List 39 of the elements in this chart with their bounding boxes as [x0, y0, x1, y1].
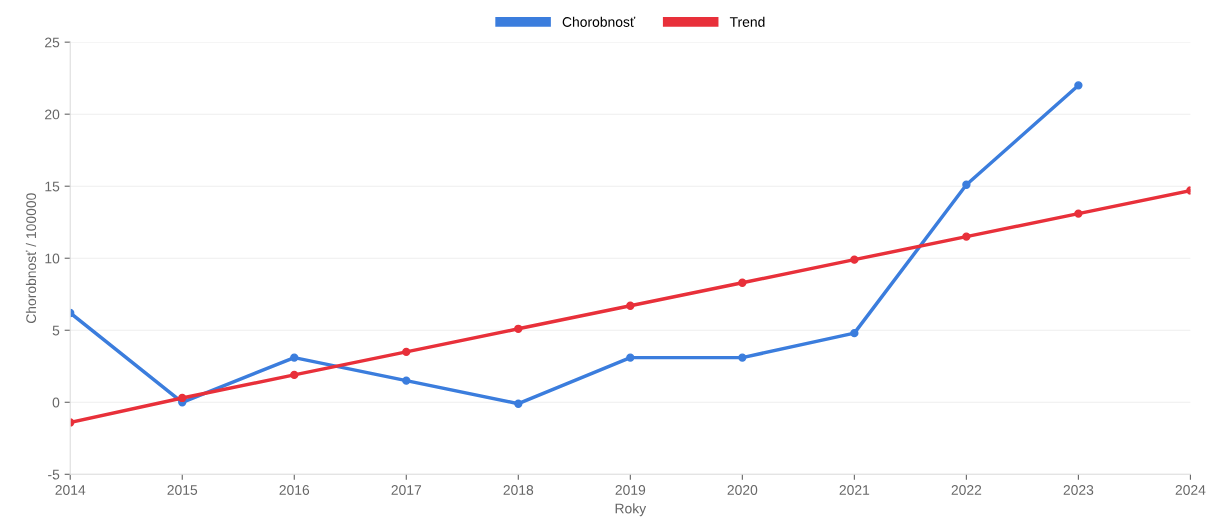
x-tick-label: 2023 — [1063, 485, 1094, 495]
legend-label: Chorobnosť — [562, 16, 636, 27]
point — [626, 353, 635, 362]
point — [514, 399, 523, 408]
x-tick-label: 2014 — [55, 485, 86, 495]
x-tick-label: 2018 — [503, 485, 534, 495]
x-axis-title: Roky — [615, 503, 647, 517]
point — [626, 301, 635, 310]
legend-label: Trend — [729, 16, 765, 27]
point — [402, 347, 411, 357]
point — [850, 328, 859, 338]
y-tick-label: 0 — [52, 397, 60, 408]
y-axis-title: Chorobnosť / 100000 — [25, 193, 37, 324]
x-tick-label: 2019 — [615, 485, 646, 495]
y-tick-label: 25 — [45, 37, 60, 48]
y-tick-label: 10 — [45, 253, 60, 264]
x-tick-label: 2021 — [839, 485, 870, 495]
x-tick-label: 2016 — [279, 485, 310, 495]
y-tick-label: 15 — [45, 181, 60, 192]
y-tick-label: 20 — [45, 109, 60, 120]
x-tick-label: 2022 — [951, 485, 982, 495]
point — [1074, 81, 1083, 90]
x-tick-label: 2017 — [391, 485, 422, 495]
point — [738, 278, 747, 287]
point — [290, 370, 299, 380]
point — [178, 393, 187, 403]
point — [290, 353, 299, 362]
y-tick-label: 5 — [52, 325, 60, 336]
point — [514, 324, 523, 333]
point — [1074, 209, 1083, 218]
x-tick-label: 2020 — [727, 485, 758, 495]
point — [738, 353, 747, 362]
point — [402, 376, 411, 385]
x-tick-label: 2015 — [167, 485, 198, 495]
point — [850, 255, 859, 264]
y-tick-label: -5 — [48, 469, 60, 480]
x-tick-label: 2024 — [1175, 485, 1206, 495]
point — [962, 180, 971, 189]
point — [962, 232, 971, 241]
